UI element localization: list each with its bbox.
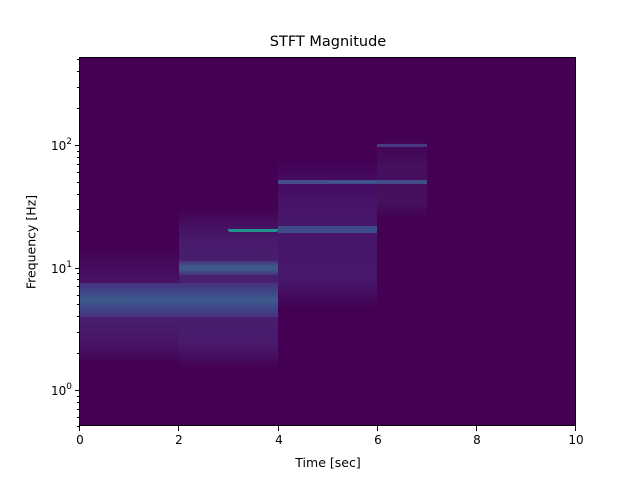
- y-minor-tick: [77, 426, 80, 427]
- x-tick-label: 2: [175, 433, 183, 447]
- x-tick: [575, 426, 576, 431]
- y-tick: [75, 145, 80, 146]
- x-tick: [476, 426, 477, 431]
- y-minor-tick: [77, 286, 80, 287]
- y-tick-label: 101: [50, 260, 72, 276]
- x-axis-title: Time [sec]: [295, 455, 361, 470]
- y-minor-tick: [77, 402, 80, 403]
- y-minor-tick: [77, 295, 80, 296]
- y-minor-tick: [77, 273, 80, 274]
- x-tick: [278, 426, 279, 431]
- y-tick: [75, 268, 80, 269]
- y-tick-label: 102: [50, 137, 72, 153]
- y-minor-tick: [77, 332, 80, 333]
- spectrogram-plot-area: [80, 58, 576, 426]
- y-minor-tick: [77, 353, 80, 354]
- y-minor-tick: [77, 71, 80, 72]
- y-minor-tick: [77, 304, 80, 305]
- y-axis-title: Frequency [Hz]: [23, 194, 39, 290]
- y-minor-tick: [77, 194, 80, 195]
- y-minor-tick: [77, 279, 80, 280]
- y-minor-tick: [77, 417, 80, 418]
- sharp-line-50hz: [328, 181, 378, 183]
- x-tick-label: 6: [374, 433, 382, 447]
- energy-band-5hz: [80, 283, 179, 317]
- x-tick: [178, 426, 179, 431]
- y-minor-tick: [77, 172, 80, 173]
- x-tick: [79, 426, 80, 431]
- energy-halo: [377, 138, 427, 218]
- y-minor-tick: [77, 151, 80, 152]
- y-minor-tick: [77, 87, 80, 88]
- y-minor-tick: [77, 182, 80, 183]
- energy-band-50hz: [278, 180, 377, 184]
- x-tick-label: 8: [473, 433, 481, 447]
- y-minor-tick: [77, 209, 80, 210]
- y-minor-tick: [77, 231, 80, 232]
- energy-band-100hz: [377, 144, 427, 147]
- y-tick: [75, 390, 80, 391]
- x-tick-label: 10: [568, 433, 584, 447]
- y-minor-tick: [77, 108, 80, 109]
- y-minor-tick: [77, 157, 80, 158]
- x-tick-label: 4: [275, 433, 283, 447]
- y-minor-tick: [77, 164, 80, 165]
- y-tick-label: 100: [50, 382, 72, 398]
- x-tick: [377, 426, 378, 431]
- y-minor-tick: [77, 59, 80, 60]
- x-tick-label: 0: [76, 433, 84, 447]
- energy-band-5hz: [179, 283, 278, 317]
- chart-title: STFT Magnitude: [269, 34, 387, 50]
- energy-band-20hz: [278, 226, 377, 233]
- sharp-line-20hz: [229, 229, 277, 232]
- y-minor-tick: [77, 396, 80, 397]
- energy-band-50hz: [377, 180, 427, 184]
- y-minor-tick: [77, 316, 80, 317]
- y-minor-tick: [77, 409, 80, 410]
- energy-band-10hz: [179, 261, 278, 275]
